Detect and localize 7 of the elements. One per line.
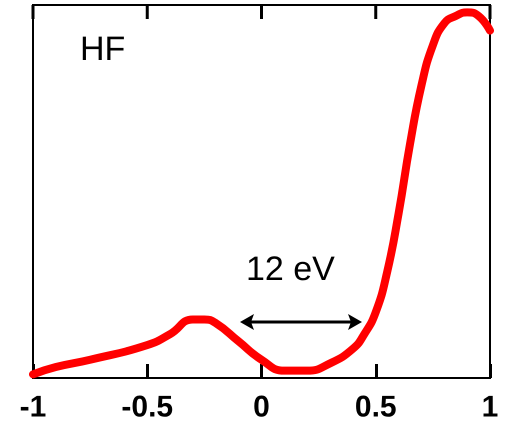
x-tick-label: 1 [482,390,498,424]
annotation: 12 eV [246,250,335,289]
annotation: HF [80,30,126,69]
x-tick-label: 0 [253,390,270,424]
x-tick-label: 0.5 [354,390,397,424]
x-tick-label: -1 [20,390,46,424]
x-tick-label: -0.5 [121,390,174,424]
